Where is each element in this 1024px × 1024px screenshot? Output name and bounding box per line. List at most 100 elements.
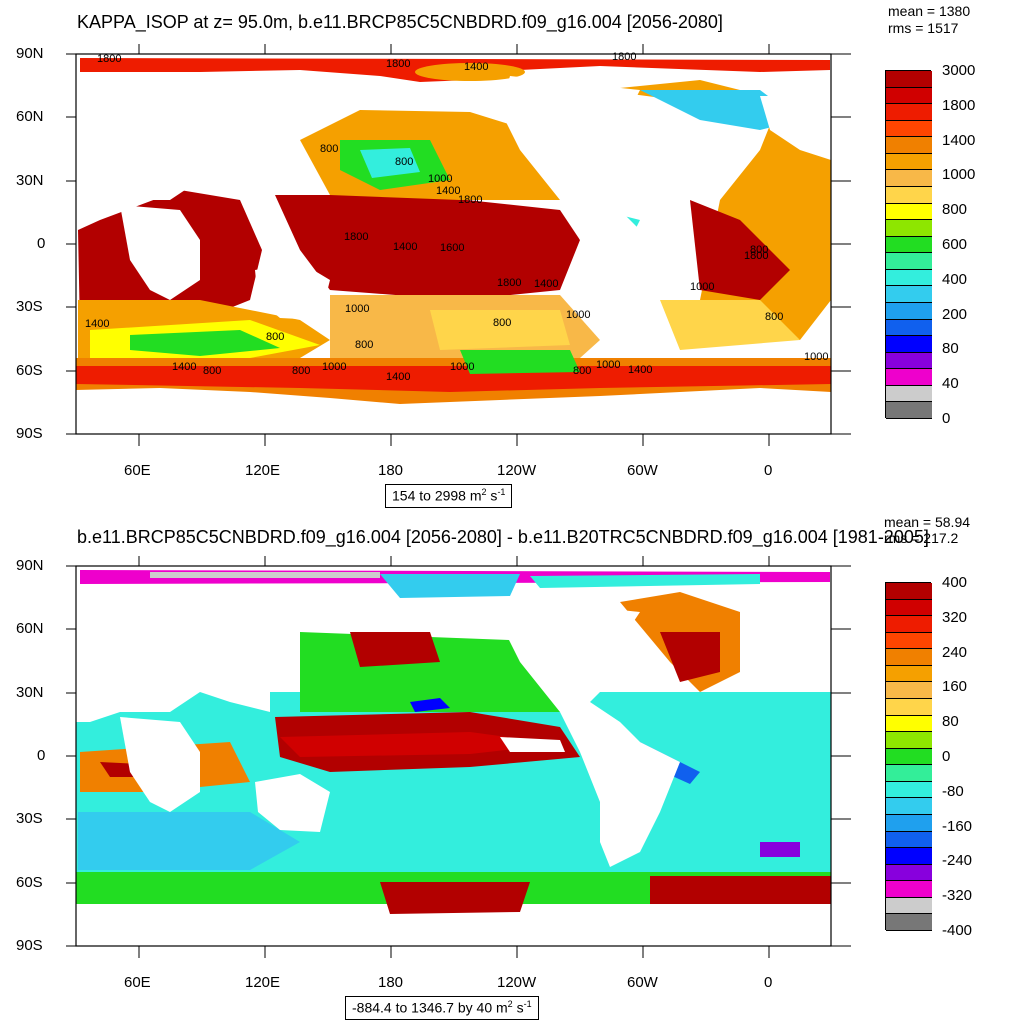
colorbar-swatch — [886, 715, 932, 733]
top-lon-label: 120W — [497, 462, 537, 479]
top-lat-label: 60N — [16, 108, 44, 125]
top-lat-label: 30S — [16, 298, 43, 315]
colorbar-swatch — [886, 385, 932, 403]
contour-label: 1800 — [744, 250, 768, 262]
colorbar-swatch — [886, 748, 932, 766]
colorbar-swatch — [886, 319, 932, 337]
bottom-lon-label: 120E — [245, 974, 281, 991]
colorbar-swatch — [886, 402, 932, 419]
colorbar-swatch — [886, 881, 932, 898]
contour-label: 800 — [395, 156, 413, 168]
colorbar-label: 200 — [942, 305, 968, 323]
contour-label: 800 — [203, 365, 221, 377]
bottom-lat-ticks — [66, 565, 851, 947]
colorbar-label: 40 — [942, 375, 959, 393]
bottom-map — [66, 556, 851, 958]
bottom-land-mask — [76, 598, 831, 946]
top-contour-labels: 1800 1800 1400 1800 800 800 1000 1400 18… — [85, 51, 828, 383]
colorbar-swatch — [886, 120, 932, 138]
contour-label: 800 — [320, 143, 338, 155]
colorbar-label: 80 — [942, 713, 959, 731]
top-panel-title: KAPPA_ISOP at z= 95.0m, b.e11.BRCP85C5CN… — [77, 12, 723, 32]
top-panel-rms: rms = 1517 — [888, 20, 959, 36]
colorbar-swatch — [886, 831, 932, 849]
contour-label: 800 — [266, 331, 284, 343]
contour-label: 1000 — [322, 361, 346, 373]
colorbar-swatch — [886, 649, 932, 666]
bottom-panel-rms: rms = 217.2 — [884, 530, 959, 546]
colorbar-swatch — [886, 87, 932, 105]
colorbar-swatch — [886, 153, 932, 171]
top-lat-ticks — [66, 53, 851, 435]
colorbar-swatch — [886, 781, 932, 799]
colorbar-swatch — [886, 170, 932, 187]
colorbar-label: 240 — [942, 643, 968, 661]
bottom-lat-label: 90S — [16, 937, 43, 954]
contour-label: 1800 — [344, 231, 368, 243]
colorbar-swatch — [886, 682, 932, 699]
colorbar-swatch — [886, 665, 932, 683]
colorbar-label: 0 — [942, 410, 951, 427]
colorbar-swatch — [886, 798, 932, 815]
colorbar-swatch — [886, 914, 932, 931]
colorbar-label: 800 — [942, 201, 968, 219]
colorbar-label: -160 — [942, 817, 973, 835]
colorbar-swatch — [886, 253, 932, 270]
contour-label: 800 — [493, 317, 511, 329]
colorbar-swatch — [886, 203, 932, 221]
colorbar-label: 600 — [942, 236, 968, 253]
top-lon-label: 0 — [764, 462, 773, 479]
contour-label: 800 — [573, 365, 591, 377]
colorbar-swatch — [886, 815, 932, 832]
colorbar-swatch — [886, 137, 932, 154]
contour-label: 1800 — [497, 277, 521, 289]
colorbar-label: 0 — [942, 748, 951, 765]
contour-label: 1800 — [97, 53, 121, 65]
bottom-lon-label: 60E — [124, 974, 151, 991]
contour-label: 1000 — [596, 359, 620, 371]
colorbar-swatch — [886, 286, 932, 303]
colorbar-label: -400 — [942, 922, 973, 939]
colorbar-swatch — [886, 864, 932, 882]
colorbar-label: 320 — [942, 608, 968, 626]
colorbar-label: 400 — [942, 574, 968, 591]
top-lon-ticks — [138, 44, 770, 446]
contour-label: 1000 — [566, 309, 590, 321]
colorbar-label: 3000 — [942, 62, 976, 79]
colorbar-swatch — [886, 732, 932, 749]
top-lat-label: 30N — [16, 172, 44, 189]
colorbar-swatch — [886, 71, 932, 88]
colorbar-swatch — [886, 599, 932, 617]
colorbar-label: 1800 — [942, 96, 976, 114]
bottom-colorbar-labels: 400 320 240 160 80 0 -80 -160 -240 -320 -400 — [940, 574, 1000, 944]
colorbar-swatch — [886, 583, 932, 600]
bottom-lat-label: 30S — [16, 810, 43, 827]
contour-label: 1800 — [386, 58, 410, 70]
contour-label: 800 — [750, 244, 768, 256]
contour-label: 1000 — [804, 351, 828, 363]
bottom-panel-mean: mean = 58.94 — [884, 514, 971, 530]
top-panel-mean: mean = 1380 — [888, 3, 971, 19]
top-lon-label: 120E — [245, 462, 281, 479]
colorbar-swatch — [886, 104, 932, 121]
top-land-mask — [76, 76, 831, 434]
contour-label: 1400 — [534, 278, 558, 290]
bottom-lon-label: 180 — [378, 974, 404, 991]
contour-label: 1000 — [345, 303, 369, 315]
contour-label: 1000 — [690, 281, 714, 293]
top-colorbar-labels: 3000 1800 1400 1000 800 600 400 200 80 40 0 — [940, 62, 1000, 432]
bottom-range-info: -884.4 to 1346.7 by 40 m2 s-1 — [345, 996, 539, 1020]
colorbar-label: 1000 — [942, 166, 976, 184]
colorbar-label: 80 — [942, 340, 959, 358]
colorbar-label: 400 — [942, 270, 968, 288]
top-lat-label: 60S — [16, 362, 43, 379]
contour-label: 800 — [355, 339, 373, 351]
colorbar-swatch — [886, 303, 932, 320]
bottom-lon-label: 120W — [497, 974, 537, 991]
colorbar-swatch — [886, 699, 932, 716]
top-map: 1800 1800 1400 1800 800 800 1000 1400 18… — [66, 44, 851, 446]
colorbar-swatch — [886, 187, 932, 204]
contour-label: 1000 — [450, 361, 474, 373]
contour-label: 1800 — [458, 194, 482, 206]
bottom-colorbar — [885, 582, 932, 931]
